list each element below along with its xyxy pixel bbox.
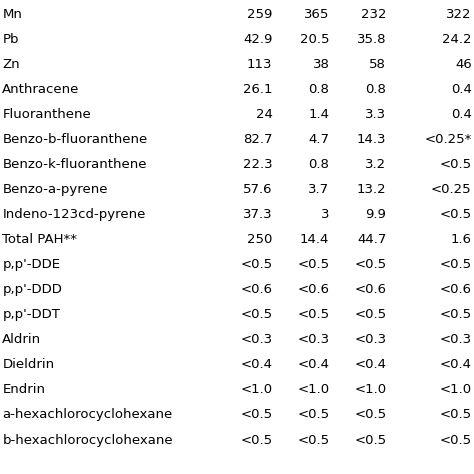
Text: a-hexachlorocyclohexane: a-hexachlorocyclohexane	[2, 409, 173, 421]
Text: 14.3: 14.3	[357, 133, 386, 146]
Text: b-hexachlorocyclohexane: b-hexachlorocyclohexane	[2, 434, 173, 447]
Text: <1.0: <1.0	[354, 383, 386, 396]
Text: <0.3: <0.3	[297, 333, 329, 346]
Text: <0.6: <0.6	[439, 283, 472, 296]
Text: Endrin: Endrin	[2, 383, 46, 396]
Text: 0.8: 0.8	[365, 83, 386, 96]
Text: 3: 3	[321, 208, 329, 221]
Text: <0.6: <0.6	[354, 283, 386, 296]
Text: Total PAH**: Total PAH**	[2, 233, 77, 246]
Text: 20.5: 20.5	[300, 33, 329, 46]
Text: <0.5: <0.5	[297, 409, 329, 421]
Text: Anthracene: Anthracene	[2, 83, 80, 96]
Text: Pb: Pb	[2, 33, 19, 46]
Text: <0.5: <0.5	[354, 309, 386, 321]
Text: <0.4: <0.4	[240, 358, 273, 372]
Text: <1.0: <1.0	[439, 383, 472, 396]
Text: <0.4: <0.4	[354, 358, 386, 372]
Text: <0.5: <0.5	[354, 258, 386, 271]
Text: <0.4: <0.4	[439, 358, 472, 372]
Text: 0.8: 0.8	[309, 83, 329, 96]
Text: 22.3: 22.3	[243, 158, 273, 171]
Text: 322: 322	[446, 8, 472, 21]
Text: Zn: Zn	[2, 58, 20, 71]
Text: p,p'-DDE: p,p'-DDE	[2, 258, 60, 271]
Text: <0.4: <0.4	[297, 358, 329, 372]
Text: <0.6: <0.6	[240, 283, 273, 296]
Text: 365: 365	[304, 8, 329, 21]
Text: Indeno-123cd-pyrene: Indeno-123cd-pyrene	[2, 208, 146, 221]
Text: <0.5: <0.5	[297, 309, 329, 321]
Text: 13.2: 13.2	[356, 183, 386, 196]
Text: 3.7: 3.7	[308, 183, 329, 196]
Text: <0.25*: <0.25*	[424, 133, 472, 146]
Text: 4.7: 4.7	[309, 133, 329, 146]
Text: 57.6: 57.6	[243, 183, 273, 196]
Text: <0.6: <0.6	[297, 283, 329, 296]
Text: Aldrin: Aldrin	[2, 333, 42, 346]
Text: 35.8: 35.8	[357, 33, 386, 46]
Text: <0.5: <0.5	[240, 434, 273, 447]
Text: Fluoranthene: Fluoranthene	[2, 108, 91, 121]
Text: 1.6: 1.6	[451, 233, 472, 246]
Text: <0.5: <0.5	[240, 309, 273, 321]
Text: 3.3: 3.3	[365, 108, 386, 121]
Text: 44.7: 44.7	[357, 233, 386, 246]
Text: <1.0: <1.0	[240, 383, 273, 396]
Text: 38: 38	[312, 58, 329, 71]
Text: <1.0: <1.0	[297, 383, 329, 396]
Text: 82.7: 82.7	[243, 133, 273, 146]
Text: 232: 232	[361, 8, 386, 21]
Text: 9.9: 9.9	[365, 208, 386, 221]
Text: Dieldrin: Dieldrin	[2, 358, 55, 372]
Text: <0.5: <0.5	[439, 309, 472, 321]
Text: 113: 113	[247, 58, 273, 71]
Text: 58: 58	[369, 58, 386, 71]
Text: <0.5: <0.5	[354, 434, 386, 447]
Text: p,p'-DDD: p,p'-DDD	[2, 283, 62, 296]
Text: <0.5: <0.5	[439, 434, 472, 447]
Text: <0.5: <0.5	[240, 258, 273, 271]
Text: Mn: Mn	[2, 8, 22, 21]
Text: Benzo-a-pyrene: Benzo-a-pyrene	[2, 183, 108, 196]
Text: 1.4: 1.4	[309, 108, 329, 121]
Text: 24: 24	[255, 108, 273, 121]
Text: <0.5: <0.5	[240, 409, 273, 421]
Text: <0.5: <0.5	[354, 409, 386, 421]
Text: p,p'-DDT: p,p'-DDT	[2, 309, 60, 321]
Text: 0.8: 0.8	[309, 158, 329, 171]
Text: 37.3: 37.3	[243, 208, 273, 221]
Text: 24.2: 24.2	[442, 33, 472, 46]
Text: <0.3: <0.3	[240, 333, 273, 346]
Text: Benzo-b-fluoranthene: Benzo-b-fluoranthene	[2, 133, 147, 146]
Text: 3.2: 3.2	[365, 158, 386, 171]
Text: <0.3: <0.3	[439, 333, 472, 346]
Text: 0.4: 0.4	[451, 108, 472, 121]
Text: <0.5: <0.5	[297, 258, 329, 271]
Text: Benzo-k-fluoranthene: Benzo-k-fluoranthene	[2, 158, 147, 171]
Text: <0.3: <0.3	[354, 333, 386, 346]
Text: <0.5: <0.5	[297, 434, 329, 447]
Text: 14.4: 14.4	[300, 233, 329, 246]
Text: <0.5: <0.5	[439, 409, 472, 421]
Text: 46: 46	[455, 58, 472, 71]
Text: <0.5: <0.5	[439, 208, 472, 221]
Text: <0.5: <0.5	[439, 258, 472, 271]
Text: 0.4: 0.4	[451, 83, 472, 96]
Text: 42.9: 42.9	[243, 33, 273, 46]
Text: 259: 259	[247, 8, 273, 21]
Text: <0.5: <0.5	[439, 158, 472, 171]
Text: <0.25: <0.25	[431, 183, 472, 196]
Text: 26.1: 26.1	[243, 83, 273, 96]
Text: 250: 250	[247, 233, 273, 246]
